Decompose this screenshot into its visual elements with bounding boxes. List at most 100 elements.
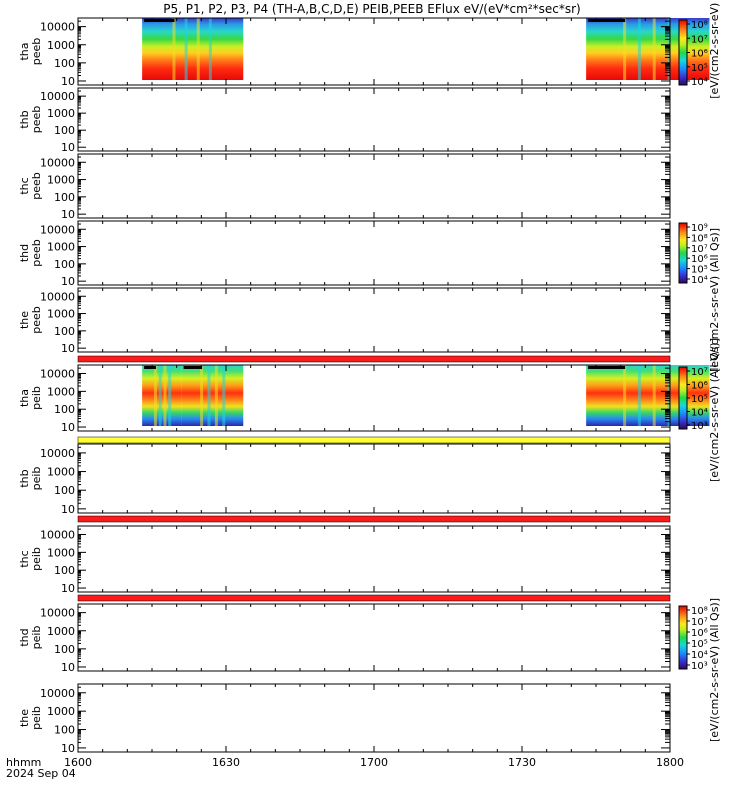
y-tick-label: 10000 xyxy=(40,447,75,460)
panel-the-peeb: 10 100 1000 10000 the peeb xyxy=(18,287,671,363)
colorbar-tick-label: 10⁵ xyxy=(691,63,708,74)
y-tick-label: 1000 xyxy=(47,625,75,638)
colorbar xyxy=(678,605,688,670)
colorbar-tick-label: 10⁹ xyxy=(691,223,708,234)
x-tick-label: 1700 xyxy=(360,756,388,769)
colorbar-tick-label: 10⁷ xyxy=(691,367,708,378)
y-tick-label: 10 xyxy=(61,742,75,755)
colorbar-tick-label: 10⁸ xyxy=(691,606,708,617)
panel-species-label: peib xyxy=(30,467,43,491)
quality-flag-bar xyxy=(77,594,671,602)
panel-thb-peib: 10 100 1000 10000 thb peib xyxy=(18,436,671,516)
panel-probe-label: thb xyxy=(18,469,31,487)
y-tick-label: 10 xyxy=(61,421,75,434)
panel-probe-label: the xyxy=(18,709,31,727)
panel-probe-label: thc xyxy=(18,177,31,194)
panel-species-label: peeb xyxy=(30,172,43,200)
panel-frame xyxy=(77,220,671,286)
y-tick-label: 1000 xyxy=(47,241,75,254)
spectrogram-streak xyxy=(184,18,188,80)
panel-frame xyxy=(77,153,671,219)
panel-probe-label: thb xyxy=(18,110,31,128)
x-axis-label-date: 2024 Sep 04 xyxy=(6,767,76,780)
spectrogram-streak xyxy=(623,365,627,426)
colorbar-title: [eV/(cm2-s-sr-eV) (All Qs)] xyxy=(708,228,721,372)
y-tick-label: 100 xyxy=(54,258,75,271)
panel-the-peib: 10 100 1000 10000 the peib xyxy=(18,683,671,755)
y-tick-label: 1000 xyxy=(47,466,75,479)
colorbar-tick-label: 10³ xyxy=(691,661,708,672)
colorbar-tick-label: 10⁴ xyxy=(691,408,708,419)
y-tick-label: 1000 xyxy=(47,107,75,120)
colorbar-tick-label: 10⁸ xyxy=(691,233,708,244)
spectrogram-streak xyxy=(222,365,226,426)
spectrogram-streak xyxy=(652,18,656,80)
quality-flag-bar xyxy=(77,436,671,444)
x-tick-label: 1730 xyxy=(508,756,536,769)
y-tick-label: 100 xyxy=(54,484,75,497)
colorbar xyxy=(678,222,688,284)
y-tick-label: 100 xyxy=(54,564,75,577)
panel-species-label: peib xyxy=(30,547,43,571)
panel-frame xyxy=(77,525,671,593)
panel-species-label: peib xyxy=(30,706,43,730)
panel-frame xyxy=(77,603,671,672)
y-tick-label: 1000 xyxy=(47,39,75,52)
y-tick-label: 1000 xyxy=(47,308,75,321)
spectrogram-streak xyxy=(208,18,212,80)
y-tick-label: 100 xyxy=(54,403,75,416)
colorbar-tick-label: 10⁷ xyxy=(691,34,708,45)
y-tick-label: 1000 xyxy=(47,705,75,718)
y-tick-label: 10000 xyxy=(40,223,75,236)
colorbar xyxy=(678,19,688,86)
chart-title: P5, P1, P2, P3, P4 (TH-A,B,C,D,E) PEIB,P… xyxy=(163,2,580,16)
panel-frame xyxy=(77,443,671,514)
y-tick-label: 100 xyxy=(54,57,75,70)
data-gap-marker xyxy=(183,366,203,369)
panel-probe-label: thd xyxy=(18,244,31,262)
y-tick-label: 10000 xyxy=(40,607,75,620)
colorbar-tick-label: 10⁵ xyxy=(691,394,708,405)
colorbar-tick-label: 10⁷ xyxy=(691,617,708,628)
panel-thc-peeb: 10 100 1000 10000 thc peeb xyxy=(18,153,671,221)
data-gap-marker xyxy=(144,366,156,369)
x-tick-label: 1800 xyxy=(656,756,684,769)
spectrogram-streak xyxy=(652,365,656,426)
panel-probe-label: tha xyxy=(18,42,31,60)
colorbar-tick-label: 10⁶ xyxy=(691,254,708,265)
spectrogram-streak xyxy=(153,365,157,426)
spectrogram-block-2 xyxy=(586,18,710,80)
panel-tha-peib: 10 100 1000 10000 tha peib 10⁷ 10⁶ 10⁵ 10⁴ 10³ [eV/… xyxy=(18,338,721,482)
spectrogram-block-3 xyxy=(586,365,710,426)
y-tick-label: 10000 xyxy=(40,368,75,381)
spectrogram-streak xyxy=(637,365,641,426)
x-tick-label: 1630 xyxy=(212,756,240,769)
panel-species-label: peib xyxy=(30,626,43,650)
x-axis-label-hhmm: hhmm xyxy=(6,756,41,769)
y-tick-label: 100 xyxy=(54,724,75,737)
y-tick-label: 10 xyxy=(61,275,75,288)
spectrogram-streak xyxy=(163,365,167,426)
y-tick-label: 10000 xyxy=(40,156,75,169)
y-tick-label: 10 xyxy=(61,503,75,516)
panel-probe-label: tha xyxy=(18,389,31,407)
spectrogram-streak xyxy=(200,365,204,426)
colorbar-tick-label: 10⁷ xyxy=(691,244,708,255)
colorbar-title: [eV/(cm2-s-sr-eV) (All Qs)] xyxy=(708,598,721,742)
y-tick-label: 10 xyxy=(61,342,75,355)
panel-probe-label: thd xyxy=(18,628,31,646)
colorbar-tick-label: 10⁶ xyxy=(691,381,708,392)
colorbar-title: [eV/(cm2-s-sr-eV) (All Qs)] xyxy=(708,338,721,482)
panel-frame xyxy=(77,287,671,353)
panel-tha-peeb: 10 100 1000 10000 tha peeb 10⁸ 10⁷ 10⁶ 10⁵ 10⁴ [eV/… xyxy=(18,0,721,99)
x-tick-label: 1600 xyxy=(64,756,92,769)
panel-frame xyxy=(77,683,671,753)
colorbar-tick-label: 10⁴ xyxy=(691,77,708,88)
panel-probe-label: the xyxy=(18,311,31,329)
data-gap-marker xyxy=(588,366,626,369)
panel-species-label: peeb xyxy=(30,239,43,267)
panel-species-label: peeb xyxy=(30,38,43,66)
